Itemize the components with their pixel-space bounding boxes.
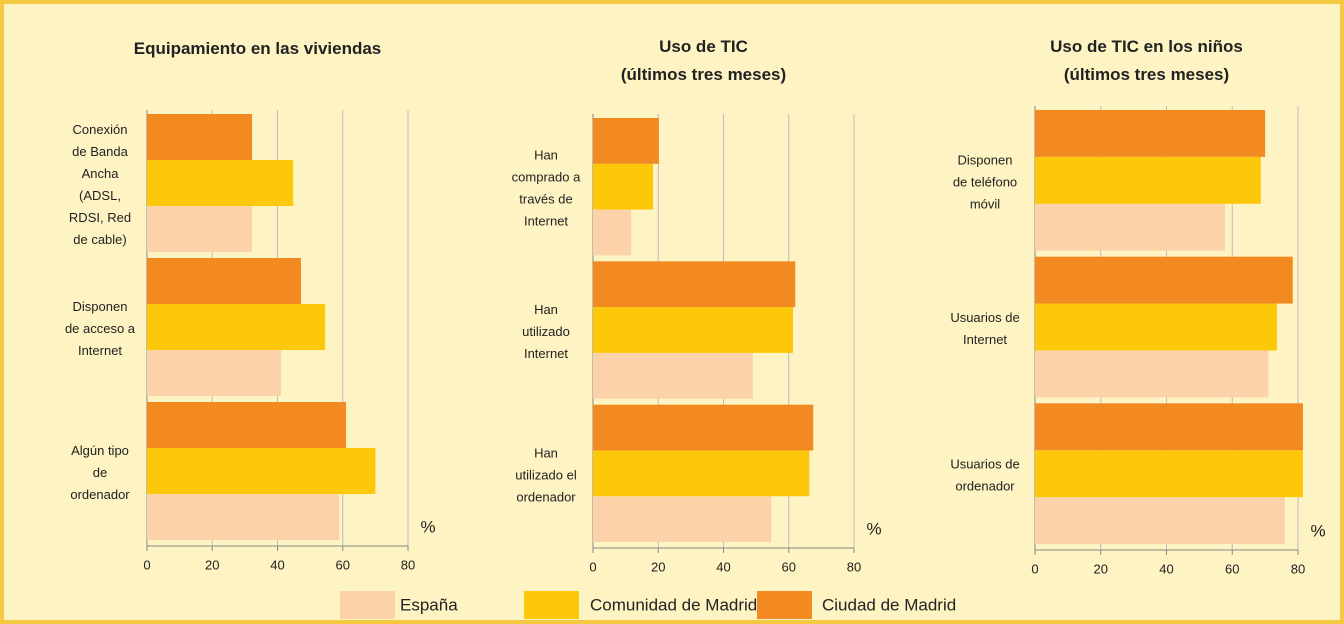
x-tick-label: 0 [143,557,150,572]
y-tick-label: Usuarios de ordenador [950,457,1019,494]
bar [1035,350,1269,398]
bar [1035,156,1261,204]
x-tick-label: 0 [589,559,596,574]
bar [147,494,340,540]
y-tick-label: Disponen de acceso a Internet [65,299,136,358]
bar [147,350,282,396]
legend-label: Ciudad de Madrid [822,595,956,614]
x-tick-label: 20 [651,559,665,574]
legend-swatch [524,591,579,619]
y-tick-label: Han utilizado Internet [522,302,570,361]
bar [147,448,376,494]
bar [1035,403,1303,451]
bar [147,402,347,448]
y-tick-label: Usuarios de Internet [950,310,1019,347]
x-tick-label: 40 [270,557,284,572]
bar [147,304,326,350]
bar [147,258,301,304]
x-tick-label: 60 [1225,561,1239,576]
x-tick-label: 20 [205,557,219,572]
bar [593,404,814,451]
bar [1035,110,1266,157]
x-axis-label: % [866,519,881,538]
bar [147,160,294,206]
bar [593,496,772,542]
bar [147,114,253,160]
bar [1035,203,1226,251]
bar [1035,450,1303,498]
x-tick-label: 60 [336,557,350,572]
y-tick-label: Han utilizado el ordenador [515,446,577,505]
legend-label: Comunidad de Madrid [590,595,757,614]
bar [593,352,753,399]
bar [1035,303,1277,351]
x-tick-label: 40 [716,559,730,574]
bar [593,307,793,353]
bar [593,209,632,256]
bar [593,450,810,497]
x-tick-label: 20 [1094,561,1108,576]
bar [1035,497,1285,544]
x-tick-label: 0 [1031,561,1038,576]
chart-title: Uso de TIC (últimos tres meses) [621,37,786,84]
x-tick-label: 60 [782,559,796,574]
x-tick-label: 80 [847,559,861,574]
chart-title: Equipamiento en las viviendas [134,39,382,58]
x-axis-label: % [420,517,435,536]
y-tick-label: Han comprado a través de Internet [512,148,581,229]
chart-title: Uso de TIC en los niños (últimos tres mes… [1050,37,1243,84]
y-tick-label: Conexión de Banda Ancha (ADSL, RDSI, Red de c… [69,122,131,247]
legend-swatch [340,591,395,619]
bar [593,163,654,210]
y-tick-label: Disponen de teléfono móvil [953,153,1017,212]
bar [593,261,796,308]
x-tick-label: 80 [401,557,415,572]
legend-label: España [400,595,458,614]
x-axis-label: % [1310,521,1325,540]
bar [593,118,659,164]
x-tick-label: 40 [1159,561,1173,576]
bar [147,206,253,252]
legend-swatch [757,591,812,619]
y-tick-label: Algún tipo de ordenador [70,443,130,502]
bar [1035,256,1293,304]
x-tick-label: 80 [1291,561,1305,576]
